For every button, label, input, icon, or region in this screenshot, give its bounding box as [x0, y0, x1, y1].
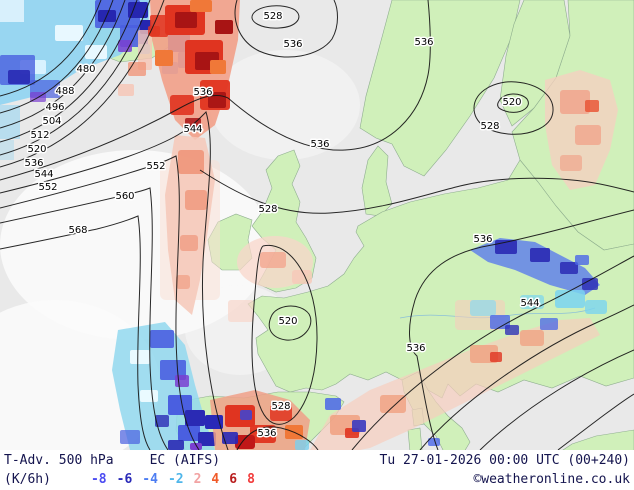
contour-520-biscay-low: [268, 305, 312, 341]
contour-520-baltic-low: [497, 93, 529, 113]
contour-label: 528: [258, 204, 277, 215]
advection-bottom-centre: [205, 390, 310, 450]
contour-label: 536: [24, 158, 43, 169]
contour-544-east: [351, 255, 634, 450]
contour-528-top-low: [251, 5, 300, 29]
contour-520: [0, 0, 165, 168]
contour-label: 528: [271, 401, 290, 412]
contour-568-east: [557, 393, 634, 450]
contour-label: 536: [193, 87, 212, 98]
contour-label: 528: [480, 121, 499, 132]
contour-488: [0, 0, 114, 114]
contour-label: 536: [257, 428, 276, 439]
contour-label: 480: [76, 64, 95, 75]
contour-560-east: [479, 349, 634, 450]
weather-map-canvas: 4804884965045125205365445525445525605685…: [0, 0, 634, 450]
contour-label: 488: [55, 86, 74, 97]
legend-value: -2: [167, 472, 184, 487]
contour-layer: [0, 0, 634, 450]
contour-label: 520: [27, 144, 46, 155]
contour-label: 568: [68, 225, 87, 236]
copyright-label: ©weatheronline.co.uk: [473, 472, 630, 487]
contour-528-england: [199, 169, 634, 214]
contour-536-top-low: [234, 0, 338, 58]
legend-value: -6: [116, 472, 133, 487]
contour-528-baltic-low: [473, 81, 554, 135]
contour-label: 552: [146, 161, 165, 172]
contour-label: 528: [263, 11, 282, 22]
legend-value: 2: [193, 472, 202, 487]
contour-504: [0, 0, 138, 143]
contour-512: [0, 0, 151, 156]
contour-label: 536: [406, 343, 425, 354]
contour-label: 536: [414, 37, 433, 48]
legend-value: 6: [229, 472, 238, 487]
valid-time-label: Tu 27-01-2026 00:00 UTC (00+240): [379, 453, 630, 468]
legend-value: -4: [142, 472, 158, 487]
product-label: T-Adv. 500 hPa: [4, 453, 114, 468]
contour-label: 496: [45, 102, 64, 113]
legend-value: 8: [247, 472, 255, 487]
caption-bar: T-Adv. 500 hPa EC (AIFS) Tu 27-01-2026 0…: [0, 450, 634, 490]
contour-536-east: [409, 209, 634, 450]
weather-map: 480 488 496 504 512 520 536 544 552 544 552 560 568 5…: [0, 0, 634, 450]
contour-label: 512: [30, 130, 49, 141]
contour-label: 520: [278, 316, 297, 327]
contour-label: 536: [473, 234, 492, 245]
contour-544-west: [0, 111, 229, 450]
contour-label: 536: [310, 139, 329, 150]
warm-advection-east: [545, 70, 618, 190]
contour-552-west: [0, 155, 200, 450]
contour-536-main: [0, 0, 431, 181]
legend-value: -8: [90, 472, 107, 487]
contour-label: 544: [34, 169, 53, 180]
contour-label: 544: [520, 298, 539, 309]
contour-552-east: [419, 304, 634, 450]
legend-value: 4: [211, 472, 220, 487]
contour-496: [0, 0, 126, 129]
contour-labels-layer: 4804884965045125205365445525445525605685…: [23, 10, 541, 441]
model-label: EC (AIFS): [149, 453, 221, 468]
warm-advection-england: [228, 236, 313, 322]
land-sardinia: [407, 427, 423, 450]
warm-advection-north-column: [118, 0, 240, 140]
land-bottom-right: [562, 429, 634, 450]
contour-label: 552: [38, 182, 57, 193]
contour-568-west: [0, 215, 151, 450]
contour-label: 520: [502, 97, 521, 108]
contour-label: 536: [283, 39, 302, 50]
warm-advection-mid-column: [160, 135, 220, 315]
caption-row-title: T-Adv. 500 hPa EC (AIFS) Tu 27-01-2026 0…: [4, 451, 630, 470]
contour-536-bottom: [236, 426, 319, 450]
contour-528-trough-ring: [251, 244, 318, 425]
contour-label: 560: [115, 191, 134, 202]
contour-label: 504: [42, 116, 61, 127]
legend-scale: -8 -6 -4 -2 2 4 6 8: [91, 470, 255, 489]
contour-560-west: [0, 187, 169, 450]
caption-row-legend: (K/6h) -8 -6 -4 -2 2 4 6 8 ©weatheronline.co.uk: [4, 470, 630, 489]
cold-advection-east: [470, 238, 607, 335]
unit-label: (K/6h): [4, 472, 51, 487]
contour-label: 544: [183, 124, 202, 135]
contour-480: [0, 0, 102, 97]
